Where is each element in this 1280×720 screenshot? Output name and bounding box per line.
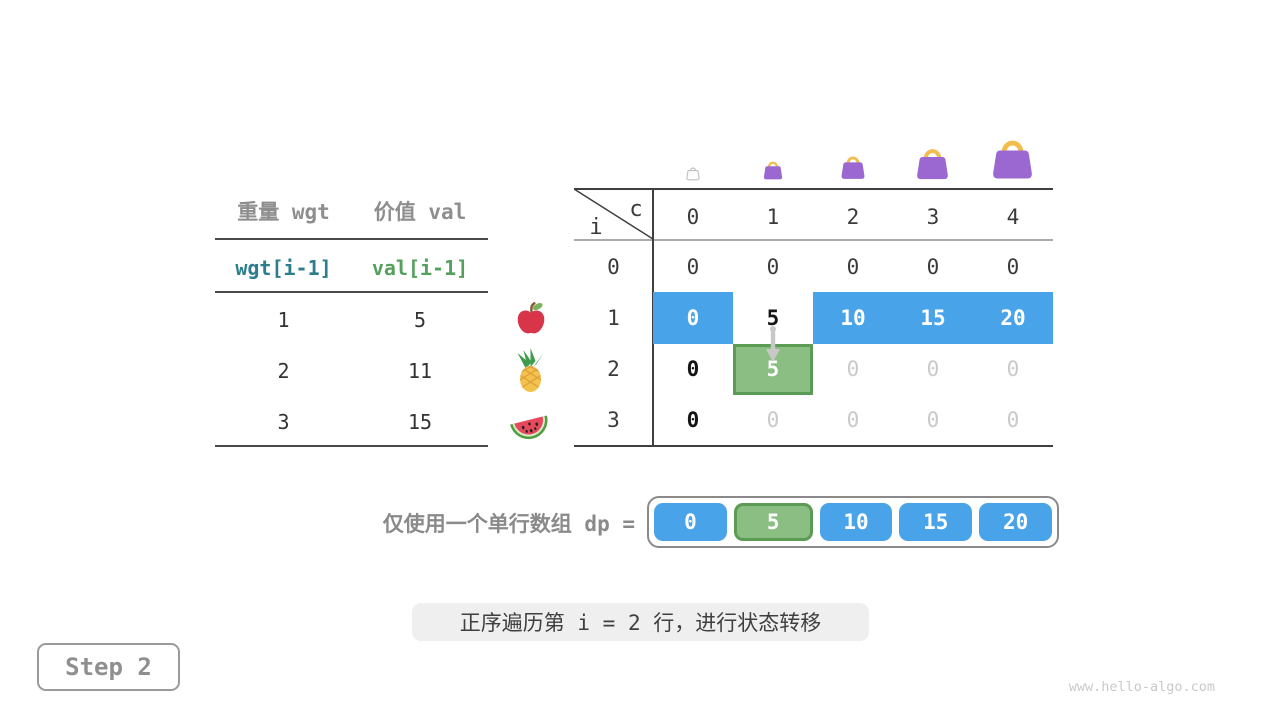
dp-array-label: 仅使用一个单行数组 dp = [382,512,635,536]
dp-cell-3-2: 0 [846,408,860,433]
dp-row-1: 1 0 5 10 15 20 [574,292,1053,344]
items-table-index-wgt: wgt[i-1] [235,256,332,280]
item-1-value: 5 [413,308,427,332]
item-1-weight: 1 [277,308,290,332]
items-table-rule-top [215,238,488,240]
down-arrow-icon [766,326,780,362]
dp-table-rows: 0 0 0 0 0 0 1 0 5 10 15 20 2 0 5 0 0 0 3 0 0 0 0 0 [574,241,1053,446]
dp-col-header-3: 3 [926,205,940,229]
small-bag-icon [763,161,783,180]
dp-cell-3-3: 0 [926,408,940,433]
dp-cell-1-3: 15 [893,292,973,344]
dp-row-label-3: 3 [607,408,620,433]
watermelon-icon [510,415,548,440]
dp-cell-2-4: 0 [1006,357,1020,382]
pineapple-icon [517,348,544,392]
apple-icon [517,302,545,334]
dp-table-rule-top [574,188,1053,190]
dp-cell-0-3: 0 [926,254,940,279]
dp-array-cell-2: 10 [819,503,893,541]
dp-cell-0-4: 0 [1006,254,1020,279]
dp-cell-1-1: 5 [766,305,780,330]
dp-array-cell-3: 15 [899,503,973,541]
dp-cell-2-0: 0 [686,357,700,382]
items-table-rule-bottom [215,445,488,447]
step-caption: 正序遍历第 i = 2 行，进行状态转移 [412,603,869,641]
dp-cell-1-2: 10 [813,292,893,344]
dp-col-header-4: 4 [1006,205,1020,229]
dp-row-label-2: 2 [607,357,620,382]
corner-col-var: c [629,196,643,222]
dp-table-rule-header [574,239,1053,241]
watermark: www.hello-algo.com [1068,679,1215,695]
dp-array-cell-0: 0 [654,503,727,541]
item-2-value: 11 [407,359,433,383]
xlarge-bag-icon [993,140,1032,179]
dp-cell-1-4: 20 [973,292,1053,344]
dp-cell-3-4: 0 [1006,408,1020,433]
empty-bag-icon [686,167,700,181]
dp-col-header-1: 1 [766,205,780,229]
corner-row-var: i [589,214,603,240]
large-bag-icon [917,149,948,180]
dp-table-rule-bottom [574,445,1053,447]
dp-cell-0-2: 0 [846,254,860,279]
item-3-weight: 3 [277,410,290,434]
dp-col-header-2: 2 [846,205,860,229]
item-3-value: 15 [407,410,433,434]
dp-array-cell-1: 5 [733,503,813,541]
dp-row-label-1: 1 [607,305,620,330]
items-table-index-val: val[i-1] [371,256,469,280]
dp-cell-3-0: 0 [686,408,700,433]
dp-cell-2-2: 0 [846,357,860,382]
medium-bag-icon [841,156,865,179]
dp-array: 0 5 10 15 20 [647,496,1059,548]
dp-array-cell-4: 20 [979,503,1052,541]
item-2-weight: 2 [277,359,290,383]
dp-cell-2-3: 0 [926,357,940,382]
dp-row-label-0: 0 [607,254,620,279]
step-badge: Step 2 [37,643,180,691]
dp-col-header-0: 0 [686,205,700,229]
dp-row-3: 3 0 0 0 0 0 [574,395,1053,446]
corner-diagonal-line [574,189,653,239]
dp-cell-0-0: 0 [686,254,700,279]
dp-cell-3-1: 0 [766,408,780,433]
items-table-header-val: 价值 val [373,200,467,224]
items-table-rule-mid [215,291,488,293]
items-table-header-wgt: 重量 wgt [237,200,330,224]
dp-row-0: 0 0 0 0 0 0 [574,241,1053,292]
dp-cell-0-1: 0 [766,254,780,279]
dp-cell-1-0: 0 [653,292,733,344]
